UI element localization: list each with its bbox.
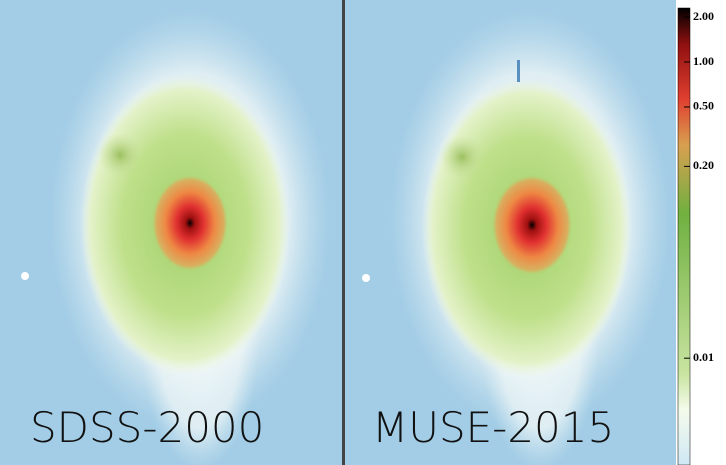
- panel-label: SDSS-2000: [30, 403, 264, 452]
- panel-sdss: SDSS-2000: [0, 0, 342, 465]
- divider: [342, 0, 345, 465]
- colorbar-ticks: 2.00 1.00 0.50 0.20 0.01: [684, 9, 714, 364]
- panel-muse: MUSE-2015: [345, 0, 676, 465]
- colorbar: [677, 7, 691, 465]
- tick-label: 0.20: [693, 158, 714, 172]
- tick-label: 2.00: [693, 9, 714, 23]
- tick-label: 1.00: [693, 54, 714, 68]
- tick-label: 0.01: [693, 350, 714, 364]
- tick-label: 0.50: [693, 99, 714, 113]
- panel-label: MUSE-2015: [372, 403, 614, 452]
